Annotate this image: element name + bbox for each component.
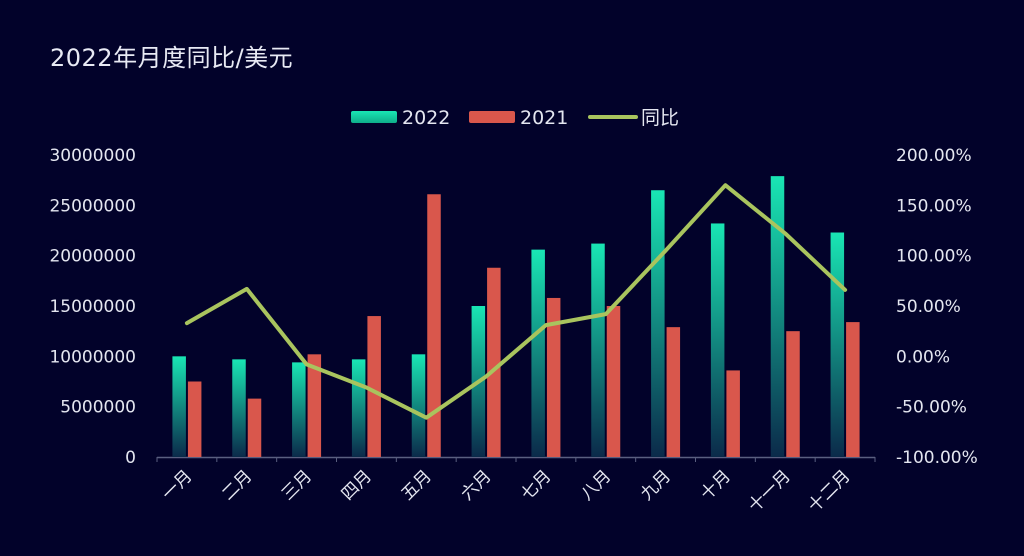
bar-2021: [187, 381, 202, 457]
bar-2021: [786, 331, 800, 457]
legend: 2022 2021 同比: [351, 107, 679, 129]
legend-label-yoy: 同比: [641, 107, 679, 129]
y-right-tick-label: 50.00%: [896, 297, 961, 317]
bar-2021: [427, 194, 441, 457]
bar-2021: [487, 267, 501, 457]
bar-2022: [531, 249, 545, 457]
x-tick-label: 一月: [158, 466, 196, 504]
x-tick-label: 五月: [398, 466, 436, 504]
chart-title: 2022年月度同比/美元: [50, 44, 294, 72]
bar-2022: [232, 359, 246, 457]
y-left-tick-label: 0: [125, 448, 136, 468]
bar-2022: [172, 356, 186, 457]
y-left-tick-label: 25000000: [49, 196, 136, 216]
x-tick-label: 十月: [697, 466, 735, 504]
legend-swatch-2022: [351, 111, 397, 123]
bar-2022: [651, 190, 665, 457]
bar-2022: [591, 243, 605, 457]
y-right-tick-label: 200.00%: [896, 146, 972, 166]
bar-2021: [247, 398, 262, 457]
legend-swatch-2021: [469, 111, 515, 123]
bar-2022: [411, 354, 426, 457]
y-left-tick-label: 10000000: [49, 347, 136, 367]
y-right-tick-label: -100.00%: [896, 448, 978, 468]
x-tick-label: 二月: [218, 466, 256, 504]
x-tick-label: 九月: [637, 466, 675, 504]
y-right-tick-label: -50.00%: [896, 398, 967, 418]
bar-2021: [846, 322, 860, 457]
bar-2022: [830, 232, 845, 457]
x-tick-label: 十一月: [745, 466, 795, 516]
y-left-tick-label: 20000000: [49, 247, 136, 267]
bar-2022: [770, 176, 785, 457]
bar-2022: [292, 362, 306, 457]
y-right-tick-label: 100.00%: [896, 247, 972, 267]
bar-2021: [307, 354, 322, 457]
x-tick-label: 六月: [457, 466, 495, 504]
yoy-line: [184, 183, 848, 420]
x-tick-label: 七月: [517, 466, 555, 504]
y-left-tick-label: 15000000: [49, 297, 136, 317]
y-left-tick-label: 30000000: [49, 146, 136, 166]
bar-2022: [351, 359, 366, 457]
legend-label-2021: 2021: [520, 107, 568, 129]
x-tick-label: 四月: [338, 466, 376, 504]
bar-2021: [666, 327, 681, 457]
y-left-tick-label: 5000000: [60, 398, 136, 418]
bar-2021: [606, 306, 621, 457]
legend-label-2022: 2022: [402, 107, 450, 129]
x-tick-label: 十二月: [804, 466, 854, 516]
y-right-tick-label: 0.00%: [896, 347, 950, 367]
line-layer: [184, 183, 848, 420]
x-tick-label: 三月: [278, 466, 316, 504]
bars-layer: [172, 176, 860, 457]
bar-2021: [546, 297, 561, 457]
bar-2021: [726, 370, 740, 457]
bar-2022: [710, 223, 725, 457]
bar-2021: [367, 316, 381, 457]
x-tick-label: 八月: [577, 466, 615, 504]
y-right-tick-label: 150.00%: [896, 196, 972, 216]
